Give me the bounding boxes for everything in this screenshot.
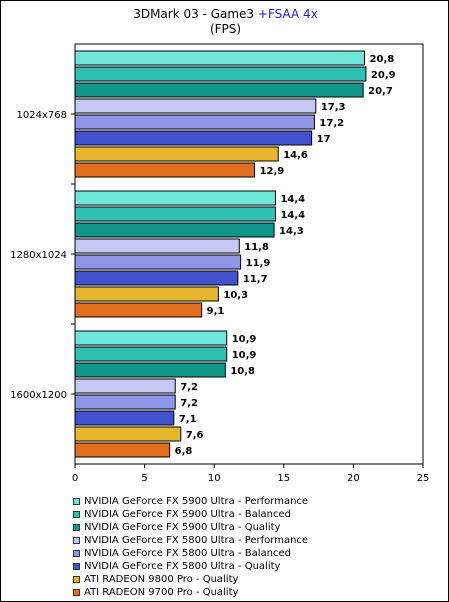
data-label: 20,7: [368, 86, 393, 97]
data-label: 7,2: [180, 382, 198, 393]
data-label: 9,1: [207, 306, 225, 317]
legend-item: NVIDIA GeForce FX 5900 Ultra - Quality: [73, 521, 308, 534]
bar: [74, 378, 176, 394]
bar: [74, 222, 275, 238]
data-label: 14,4: [280, 194, 305, 205]
category-label: 1280x1024: [10, 250, 67, 261]
data-label: 10,8: [230, 366, 255, 377]
bar: [74, 238, 240, 254]
x-tick-label: 5: [141, 473, 147, 484]
bar: [74, 162, 256, 178]
data-label: 11,9: [246, 258, 271, 269]
chart-title-block: 3DMark 03 - Game3 +FSAA 4x (FPS): [1, 7, 449, 37]
bar: [74, 394, 176, 410]
legend-item: NVIDIA GeForce FX 5900 Ultra - Balanced: [73, 508, 308, 521]
chart-title: 3DMark 03 - Game3: [133, 7, 255, 21]
legend-label: NVIDIA GeForce FX 5900 Ultra - Balanced: [84, 509, 291, 520]
x-tick-label: 10: [208, 473, 221, 484]
legend-swatch: [73, 498, 80, 505]
bar: [74, 206, 276, 222]
bar: [74, 146, 279, 162]
legend-item: NVIDIA GeForce FX 5800 Ultra - Balanced: [73, 547, 308, 560]
bar: [74, 130, 313, 146]
data-label: 17: [317, 134, 331, 145]
legend-swatch: [73, 576, 80, 583]
legend-item: NVIDIA GeForce FX 5800 Ultra - Performan…: [73, 534, 308, 547]
bar: [74, 410, 175, 426]
bar: [74, 286, 219, 302]
data-label: 14,4: [280, 210, 305, 221]
data-label: 7,1: [179, 414, 197, 425]
bar: [74, 302, 203, 318]
data-label: 12,9: [260, 166, 285, 177]
legend-swatch: [73, 524, 80, 531]
data-label: 20,9: [371, 70, 396, 81]
bar: [74, 114, 315, 130]
legend-label: NVIDIA GeForce FX 5900 Ultra - Performan…: [84, 496, 309, 507]
chart-title-accent: +FSAA 4x: [257, 7, 318, 21]
x-tick-label: 0: [72, 473, 78, 484]
data-label: 17,3: [321, 102, 346, 113]
legend-swatch: [73, 511, 80, 518]
data-label: 10,9: [232, 334, 257, 345]
data-label: 14,3: [279, 226, 304, 237]
legend-swatch: [73, 537, 80, 544]
legend-item: ATI RADEON 9700 Pro - Quality: [73, 586, 308, 599]
data-label: 11,8: [244, 242, 269, 253]
data-label: 7,2: [180, 398, 198, 409]
bar: [74, 270, 239, 286]
data-label: 7,6: [186, 430, 204, 441]
x-tick-label: 20: [347, 473, 360, 484]
data-label: 10,3: [223, 290, 248, 301]
data-label: 17,2: [319, 118, 344, 129]
legend-label: ATI RADEON 9700 Pro - Quality: [84, 587, 239, 598]
legend-swatch: [73, 589, 80, 596]
legend-label: NVIDIA GeForce FX 5800 Ultra - Performan…: [84, 535, 309, 546]
legend-item: ATI RADEON 9800 Pro - Quality: [73, 573, 308, 586]
chart-subtitle: (FPS): [209, 22, 242, 36]
bar: [74, 346, 228, 362]
legend-swatch: [73, 563, 80, 570]
legend-label: ATI RADEON 9800 Pro - Quality: [84, 574, 239, 585]
legend-swatch: [73, 550, 80, 557]
data-label: 11,7: [243, 274, 268, 285]
bar: [74, 190, 276, 206]
bar: [74, 50, 366, 66]
bar-chart: 0 5 10 15 20 25 1024x768 20,8 20,9 20,7 17,3 17,2 17…: [10, 43, 430, 484]
data-label: 14,6: [283, 150, 308, 161]
bar: [74, 82, 364, 98]
bar: [74, 426, 182, 442]
legend-item: NVIDIA GeForce FX 5900 Ultra - Performan…: [73, 495, 308, 508]
bar: [74, 362, 226, 378]
chart-legend: NVIDIA GeForce FX 5900 Ultra - Performan…: [73, 495, 308, 599]
legend-item: NVIDIA GeForce FX 5800 Ultra - Quality: [73, 560, 308, 573]
legend-label: NVIDIA GeForce FX 5800 Ultra - Quality: [84, 561, 281, 572]
category-label: 1024x768: [17, 110, 67, 121]
data-label: 10,9: [232, 350, 257, 361]
legend-label: NVIDIA GeForce FX 5900 Ultra - Quality: [84, 522, 281, 533]
data-label: 20,8: [370, 54, 395, 65]
bar: [74, 442, 171, 458]
category-label: 1600x1200: [10, 390, 67, 401]
x-tick-label: 25: [417, 473, 430, 484]
bar: [74, 330, 228, 346]
legend-label: NVIDIA GeForce FX 5800 Ultra - Balanced: [84, 548, 291, 559]
bar: [74, 98, 317, 114]
bar: [74, 254, 242, 270]
bar: [74, 66, 367, 82]
data-label: 6,8: [175, 446, 193, 457]
x-tick-label: 15: [277, 473, 290, 484]
